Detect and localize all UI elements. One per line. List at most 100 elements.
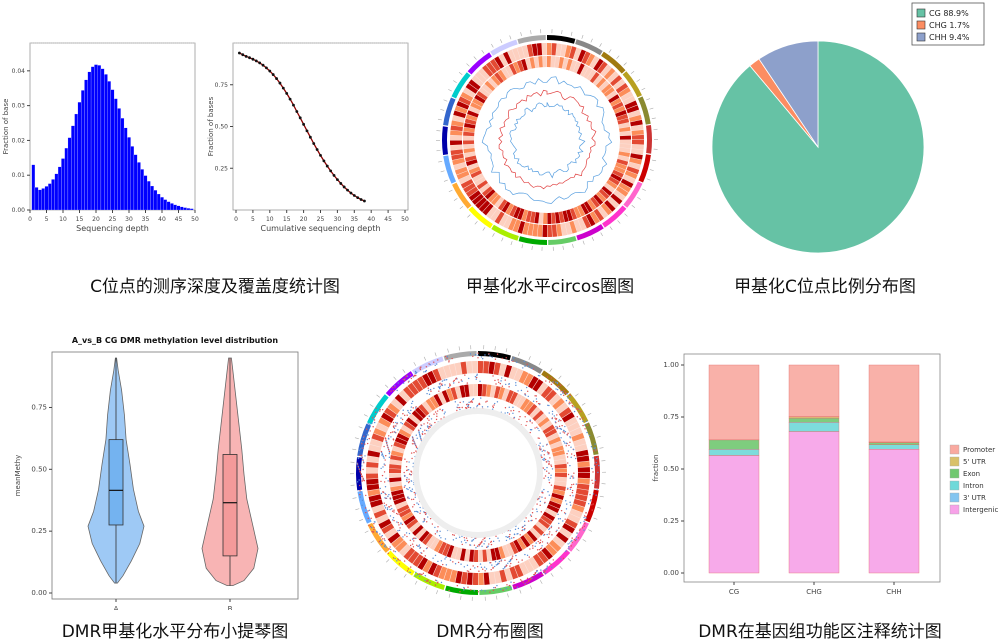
heatmap-cell bbox=[577, 478, 590, 485]
heatmap-cell bbox=[455, 547, 462, 561]
dmr-point bbox=[534, 427, 536, 429]
heatmap-cell bbox=[389, 468, 402, 473]
y-axis-label: Fraction of base bbox=[2, 99, 10, 155]
dmr-point bbox=[374, 521, 376, 523]
dmr-point bbox=[471, 401, 474, 403]
heatmap-cell bbox=[555, 402, 569, 414]
scale-tick bbox=[369, 404, 374, 407]
dmr-point bbox=[522, 581, 525, 584]
x-tick-label: 45 bbox=[175, 216, 183, 223]
scale-tick bbox=[566, 383, 570, 387]
heatmap-cell bbox=[409, 521, 421, 533]
caption-depth-coverage: C位点的测序深度及覆盖度统计图 bbox=[90, 277, 340, 297]
dmr-point bbox=[385, 504, 388, 506]
dmr-point bbox=[397, 382, 399, 384]
dmr-point bbox=[558, 522, 560, 525]
heatmap-cell bbox=[464, 155, 477, 162]
scale-tick bbox=[592, 424, 597, 427]
dmr-point bbox=[531, 422, 533, 424]
dmr-point bbox=[548, 381, 551, 383]
heatmap-cell bbox=[543, 212, 547, 224]
heatmap-cell bbox=[558, 211, 565, 223]
dmr-point bbox=[573, 454, 576, 457]
dmr-point bbox=[379, 533, 381, 535]
dmr-point bbox=[428, 415, 430, 417]
heatmap-cell bbox=[567, 422, 581, 432]
chromosome-band bbox=[491, 224, 519, 241]
dmr-point bbox=[414, 492, 417, 494]
dmr-point bbox=[414, 510, 416, 513]
dmr-point bbox=[527, 395, 529, 398]
dmr-point bbox=[569, 394, 571, 397]
heatmap-cell bbox=[538, 212, 544, 224]
heatmap-cell bbox=[532, 524, 545, 536]
dmr-point bbox=[505, 383, 507, 386]
scale-tick bbox=[561, 29, 563, 35]
dmr-point bbox=[394, 550, 397, 553]
dmr-point bbox=[392, 516, 395, 519]
heatmap-cell bbox=[624, 100, 638, 110]
dmr-point bbox=[402, 409, 404, 411]
dmr-point bbox=[444, 379, 446, 381]
heatmap-cell bbox=[567, 513, 581, 524]
dmr-point bbox=[571, 489, 574, 492]
dmr-point bbox=[480, 589, 483, 591]
dmr-point bbox=[536, 503, 538, 505]
heatmap-cell bbox=[494, 547, 502, 560]
dmr-point bbox=[408, 473, 411, 475]
dmr-point bbox=[531, 512, 534, 514]
y-tick-label: 0.02 bbox=[12, 137, 26, 144]
heatmap-cell bbox=[566, 209, 573, 222]
dmr-point bbox=[361, 439, 363, 442]
heatmap-cell bbox=[548, 436, 561, 446]
dmr-point bbox=[546, 565, 548, 567]
coverage-point bbox=[308, 135, 312, 139]
heatmap-cell bbox=[532, 379, 544, 392]
scale-tick bbox=[587, 412, 592, 416]
heatmap-cell bbox=[443, 364, 452, 378]
dmr-point bbox=[402, 536, 404, 538]
dmr-point bbox=[573, 472, 575, 474]
dmr-point bbox=[381, 454, 383, 456]
dmr-point bbox=[569, 437, 571, 439]
heatmap-cell bbox=[490, 209, 501, 222]
dmr-point bbox=[563, 442, 566, 444]
scale-tick bbox=[413, 362, 417, 366]
dmr-point bbox=[424, 574, 427, 577]
dmr-point bbox=[582, 424, 584, 427]
dmr-point bbox=[550, 464, 552, 466]
dmr-point bbox=[581, 527, 584, 529]
histogram-bar bbox=[180, 206, 184, 211]
x-tick-label: CHG bbox=[806, 588, 822, 596]
dmr-point bbox=[418, 433, 421, 436]
methylation-circos-chart bbox=[436, 29, 658, 251]
dmr-point bbox=[369, 423, 371, 426]
histogram-bar bbox=[114, 98, 118, 211]
dmr-point bbox=[479, 380, 481, 383]
dmr-point bbox=[483, 566, 486, 568]
dmr-point bbox=[374, 415, 376, 417]
dmr-point bbox=[512, 360, 514, 363]
heatmap-cell bbox=[422, 373, 433, 387]
dmr-point bbox=[548, 481, 551, 484]
heatmap-cell bbox=[390, 398, 404, 411]
coverage-point bbox=[281, 86, 285, 90]
histogram-bar bbox=[123, 127, 128, 211]
dmr-point bbox=[518, 418, 520, 421]
heatmap-cell bbox=[472, 173, 484, 182]
dmr-point bbox=[489, 355, 491, 357]
heatmap-cell bbox=[433, 393, 443, 407]
dmr-point bbox=[570, 475, 573, 477]
dmr-point bbox=[530, 515, 533, 517]
dmr-point bbox=[403, 379, 406, 382]
heatmap-cell bbox=[598, 80, 610, 91]
dmr-point bbox=[451, 357, 453, 360]
chromosome-band bbox=[623, 181, 643, 208]
dmr-point bbox=[583, 519, 586, 521]
histogram-bar bbox=[104, 74, 108, 211]
dmr-point bbox=[380, 480, 382, 483]
dmr-point bbox=[430, 424, 432, 427]
heatmap-cell bbox=[521, 209, 529, 222]
dmr-point bbox=[373, 421, 376, 424]
dmr-point bbox=[362, 458, 364, 461]
